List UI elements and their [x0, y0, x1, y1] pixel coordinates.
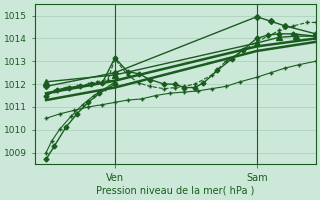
X-axis label: Pression niveau de la mer( hPa ): Pression niveau de la mer( hPa ) [96, 186, 254, 196]
